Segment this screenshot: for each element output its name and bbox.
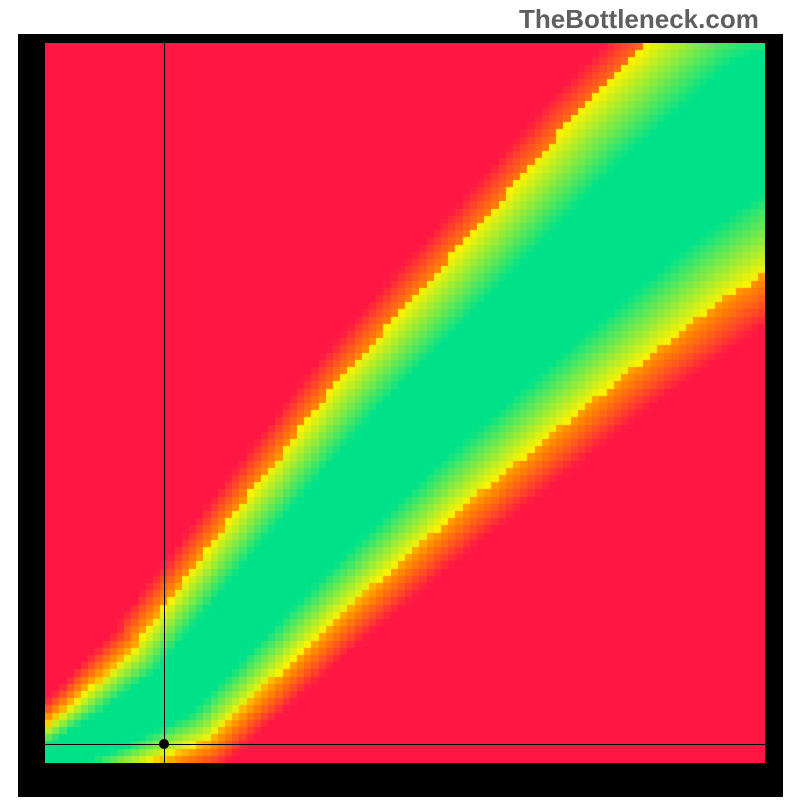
chart-outer-frame bbox=[18, 34, 783, 797]
watermark-text: TheBottleneck.com bbox=[519, 4, 759, 35]
crosshair-horizontal bbox=[45, 744, 765, 745]
bottleneck-heatmap bbox=[45, 43, 765, 763]
crosshair-vertical bbox=[164, 43, 165, 763]
crosshair-marker bbox=[159, 739, 169, 749]
